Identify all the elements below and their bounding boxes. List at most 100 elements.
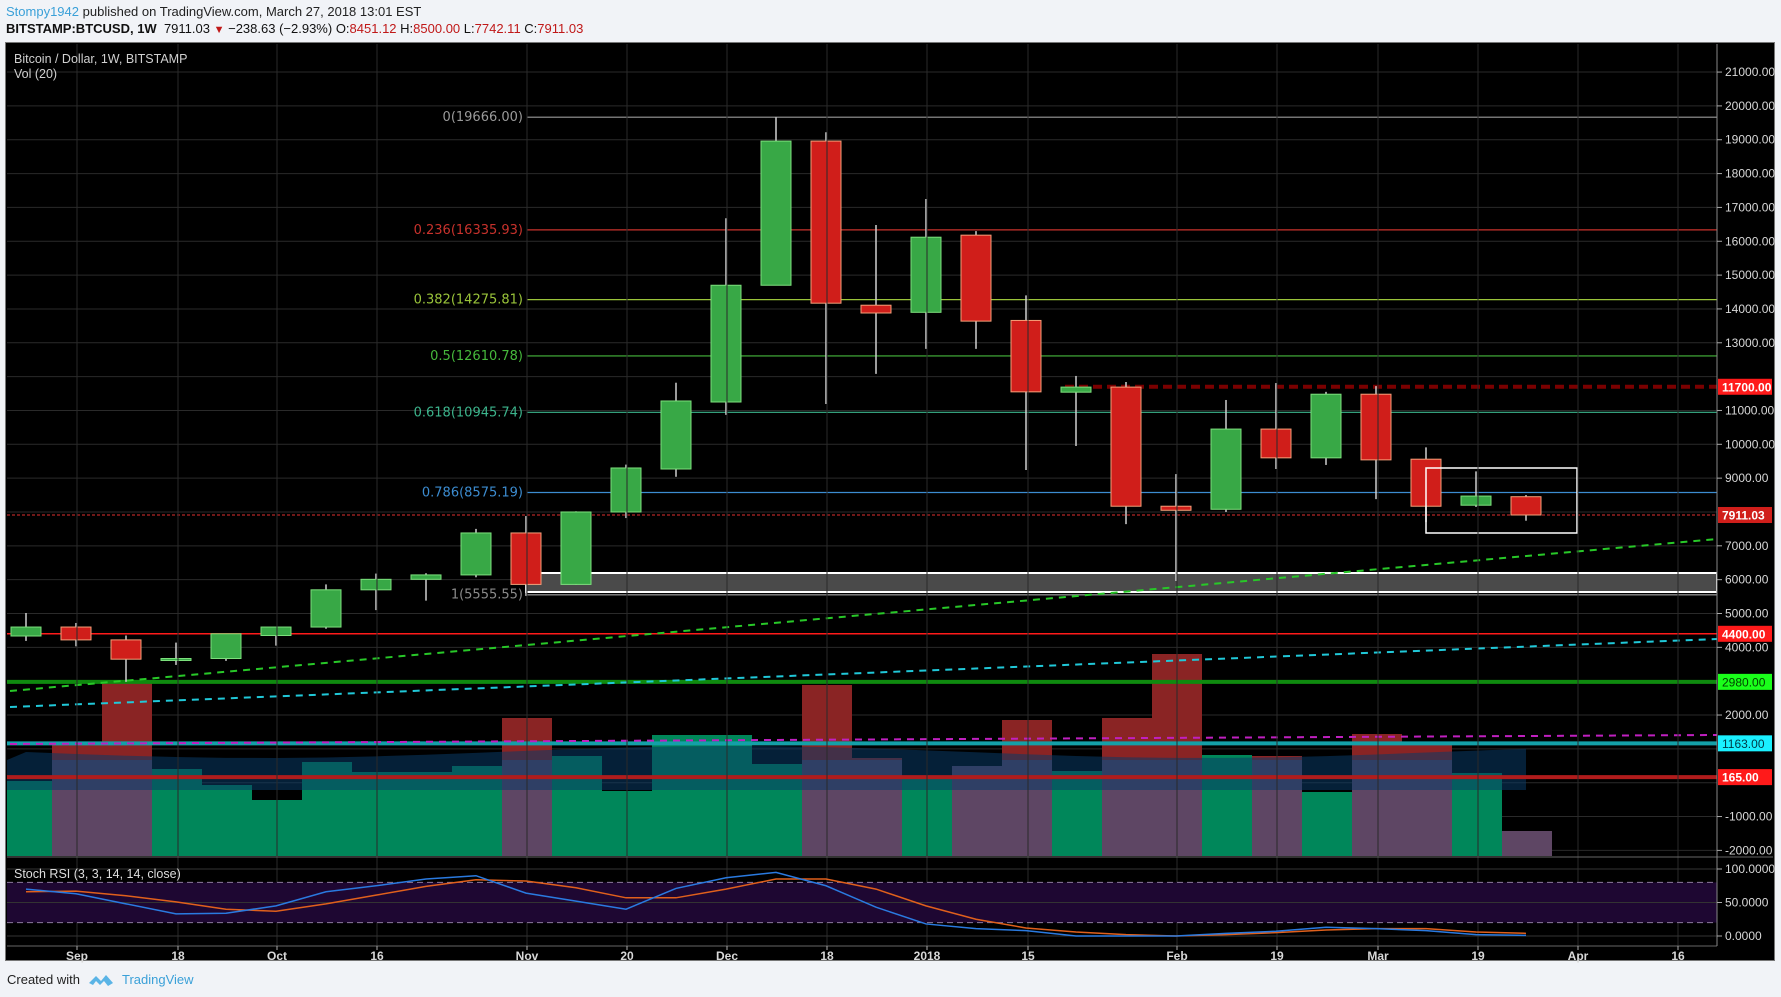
price-axis-label: 10000.00 — [1725, 437, 1775, 451]
candle-up — [710, 284, 742, 403]
candle-down — [1160, 505, 1192, 511]
candle[interactable] — [960, 231, 992, 349]
candle[interactable] — [460, 528, 492, 578]
price-axis-label: 14000.00 — [1725, 302, 1775, 316]
candle[interactable] — [1210, 399, 1242, 512]
candle[interactable] — [310, 584, 342, 629]
price-tag-7911.03 — [1718, 506, 1772, 523]
stoch-rsi-pane[interactable] — [7, 868, 1717, 937]
time-axis-label: Oct — [267, 949, 287, 963]
candle[interactable] — [160, 642, 192, 665]
candle[interactable] — [760, 117, 792, 286]
low-value: 7742.11 — [474, 21, 521, 36]
candle-up — [260, 626, 292, 636]
candle[interactable] — [1260, 383, 1292, 470]
time-axis-label: 18 — [820, 949, 834, 963]
cyan-dashed-support — [9, 638, 1717, 708]
candle-up — [1310, 393, 1342, 459]
candle-down — [1010, 319, 1042, 393]
candle[interactable] — [1360, 386, 1392, 500]
price-axis-label: 19000.00 — [1725, 133, 1775, 147]
price-axis-label: 18000.00 — [1725, 167, 1775, 181]
candle-up — [1210, 428, 1242, 510]
price-axis-label: 15000.00 — [1725, 268, 1775, 282]
candle-up — [910, 236, 942, 313]
candle[interactable] — [10, 612, 42, 641]
candle[interactable] — [910, 198, 942, 349]
candle-up — [10, 626, 42, 637]
candle[interactable] — [710, 218, 742, 415]
candle[interactable] — [860, 225, 892, 374]
time-axis-label: 18 — [171, 949, 185, 963]
time-axis-label: 15 — [1021, 949, 1035, 963]
price-axis-label: 21000.00 — [1725, 65, 1775, 79]
symbol-quote-line: BITSTAMP:BTCUSD, 1W 7911.03 ▼ −238.63 (−… — [6, 21, 583, 36]
candle-down — [860, 304, 892, 314]
symbol-label: BITSTAMP:BTCUSD, 1W — [6, 21, 157, 36]
candle[interactable] — [410, 573, 442, 601]
candle-down — [110, 639, 142, 660]
main-pane[interactable]: 0(19666.00) 0.236(16335.93) 0.382(14275.81… — [2, 71, 1717, 856]
price-tag-label: 1163.00 — [1722, 737, 1765, 751]
volume-overlay-purple — [1502, 831, 1552, 856]
author-link[interactable]: Stompy1942 — [6, 4, 79, 19]
candle[interactable] — [1160, 474, 1192, 582]
candle[interactable] — [1460, 471, 1492, 507]
green-dashed-support — [9, 538, 1717, 692]
high-value: 8500.00 — [413, 21, 461, 36]
candle[interactable] — [560, 511, 592, 585]
time-axis-label: 2018 — [914, 949, 941, 963]
close-label: C: — [524, 21, 538, 36]
stoch-rsi-legend: Stoch RSI (3, 3, 14, 14, close) — [14, 867, 181, 881]
candle[interactable] — [60, 622, 92, 647]
volume-bar-up — [1302, 792, 1352, 856]
price-axis-label: 11000.00 — [1725, 403, 1774, 417]
candle-up — [210, 633, 242, 660]
candle[interactable] — [610, 464, 642, 519]
price-axis-label: 4000.00 — [1725, 640, 1769, 654]
candle[interactable] — [1060, 375, 1092, 446]
fib-level-label: 0(19666.00) — [443, 110, 523, 125]
candle[interactable] — [1010, 295, 1042, 471]
candle[interactable] — [660, 382, 692, 477]
time-axis-label: Apr — [1568, 949, 1589, 963]
candle-down — [810, 140, 842, 304]
candle[interactable] — [260, 626, 292, 646]
time-axis-label: 16 — [1671, 949, 1685, 963]
fib-level-label: 0.236(16335.93) — [414, 223, 523, 238]
price-change: −238.63 (−2.93%) — [228, 21, 333, 36]
time-axis-label: Feb — [1166, 949, 1187, 963]
open-label: O: — [335, 21, 350, 36]
candle-down — [1260, 428, 1292, 459]
candle[interactable] — [110, 635, 142, 682]
price-tag-11700.00 — [1718, 378, 1772, 395]
publish-text: published on TradingView.com, March 27, … — [82, 4, 422, 19]
tradingview-link[interactable]: TradingView — [121, 971, 194, 987]
price-axis-label: 6000.00 — [1725, 573, 1769, 587]
candle-down — [510, 532, 542, 585]
candle-down — [1360, 393, 1392, 461]
chart-title-legend: Bitcoin / Dollar, 1W, BITSTAMP — [14, 52, 188, 66]
candle-up — [560, 511, 592, 585]
stoch-k-line — [25, 871, 1527, 937]
candle[interactable] — [1310, 391, 1342, 465]
candle[interactable] — [360, 573, 392, 611]
price-axis-label: 2000.00 — [1725, 708, 1769, 722]
price-tag-label: 7911.03 — [1722, 508, 1765, 522]
candle[interactable] — [210, 633, 242, 661]
volume-histogram — [7, 654, 1552, 856]
stoch-axis-label: 0.0000 — [1725, 929, 1762, 943]
candle[interactable] — [810, 132, 842, 405]
time-axis-label: 19 — [1270, 949, 1284, 963]
time-axis-label: Mar — [1367, 949, 1389, 963]
candle[interactable] — [1510, 495, 1542, 521]
candle[interactable] — [510, 516, 542, 596]
candle-up — [1060, 386, 1092, 393]
publish-info: Stompy1942 published on TradingView.com,… — [6, 4, 421, 19]
volume-bar-up — [202, 785, 252, 856]
candle[interactable] — [1110, 382, 1142, 525]
price-axis-label: 20000.00 — [1725, 99, 1775, 113]
tradingview-logo-icon — [88, 975, 113, 986]
candle-down — [1510, 496, 1542, 516]
